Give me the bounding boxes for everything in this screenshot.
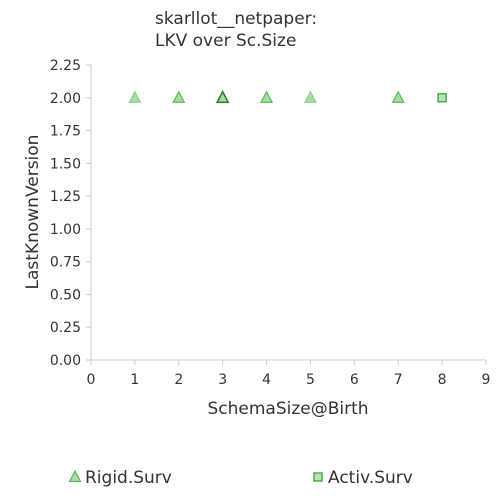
data-point-rigid-surv bbox=[260, 90, 274, 103]
y-tick-label: 1.75 bbox=[50, 124, 81, 140]
y-tick-label: 0.00 bbox=[50, 353, 81, 369]
y-tick-label: 0.50 bbox=[50, 287, 81, 303]
data-point-rigid-surv bbox=[391, 90, 405, 103]
x-tick-label: 8 bbox=[438, 372, 447, 388]
legend-label: Activ.Surv bbox=[328, 468, 413, 488]
y-tick-label: 1.50 bbox=[50, 156, 81, 172]
data-point-activ-surv bbox=[437, 93, 447, 103]
y-tick-label: 0.25 bbox=[50, 320, 81, 336]
x-axis-label: SchemaSize@Birth bbox=[207, 399, 368, 419]
legend-marker-square bbox=[313, 472, 323, 482]
x-tick-label: 1 bbox=[130, 372, 139, 388]
y-tick-label: 0.75 bbox=[50, 255, 81, 271]
x-tick-label: 4 bbox=[262, 372, 271, 388]
data-point-rigid-surv bbox=[215, 90, 230, 104]
y-tick-label: 2.00 bbox=[50, 91, 81, 107]
data-points bbox=[128, 90, 447, 104]
x-tick-label: 6 bbox=[350, 372, 359, 388]
y-axis-label: LastKnownVersion bbox=[23, 135, 43, 290]
x-tick-label: 2 bbox=[174, 372, 183, 388]
data-point-rigid-surv bbox=[128, 90, 142, 103]
tick-labels: 0 1 2 3 4 5 6 7 8 9 0.00 0.25 0.50 0.75 1.00 1.25 1.50 1.… bbox=[50, 58, 491, 388]
chart-title: skarllot__netpaper:LKV over Sc.Size bbox=[155, 9, 317, 51]
y-tick-label: 2.25 bbox=[50, 58, 81, 74]
axes bbox=[90, 65, 486, 361]
x-tick-label: 3 bbox=[218, 372, 227, 388]
x-tick-label: 5 bbox=[306, 372, 315, 388]
y-tick-label: 1.25 bbox=[50, 189, 81, 205]
legend-marker-triangle bbox=[68, 469, 82, 483]
legend: Rigid.Surv Activ.Surv bbox=[68, 468, 413, 488]
data-point-rigid-surv bbox=[172, 90, 186, 103]
chart-title-line: skarllot__netpaper: bbox=[155, 9, 317, 29]
chart-title-line: LKV over Sc.Size bbox=[155, 31, 296, 51]
x-tick-label: 7 bbox=[394, 372, 403, 388]
x-tick-label: 0 bbox=[87, 372, 96, 388]
legend-label: Rigid.Surv bbox=[85, 468, 172, 488]
data-point-rigid-surv bbox=[303, 90, 317, 103]
y-tick-label: 1.00 bbox=[50, 222, 81, 238]
x-tick-label: 9 bbox=[482, 372, 491, 388]
